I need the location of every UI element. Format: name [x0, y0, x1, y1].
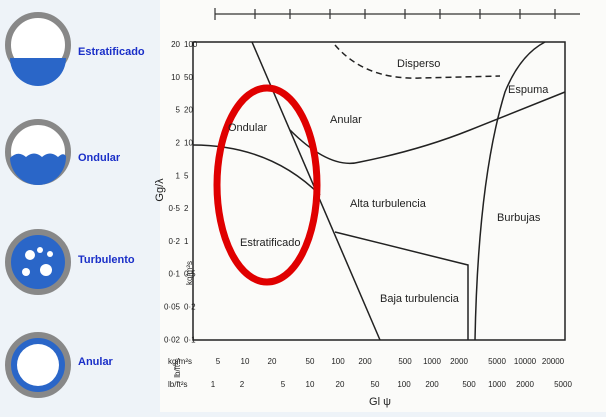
y-tick-label: 5 — [176, 106, 181, 115]
x-tick-label: 20 — [268, 357, 277, 366]
y-tick-label: 2 — [176, 139, 181, 148]
x-tick-label: 1 — [211, 380, 216, 389]
region-label: Burbujas — [497, 212, 541, 224]
region-label: Espuma — [508, 84, 549, 96]
y-tick-label: 0·5 — [168, 204, 180, 213]
x-tick-label: 20 — [336, 380, 345, 389]
region-label: Alta turbulencia — [350, 198, 427, 210]
y-tick-label: 0·1 — [184, 335, 196, 344]
figure: Estratificado Ondular Turbulento Anular Disp… — [0, 0, 606, 412]
x-tick-label: 10000 — [514, 357, 537, 366]
x-tick-label: 20000 — [542, 357, 565, 366]
y-unit: kg/m²s — [185, 261, 194, 285]
y-tick-label: 0·05 — [164, 303, 181, 312]
y-tick-label: 5 — [184, 171, 189, 180]
x-tick-label: 100 — [331, 357, 345, 366]
page: {"icons": [ {"label": "Estratificado"}, … — [0, 0, 606, 412]
region-label: Anular — [330, 114, 362, 126]
x-axis-label: Gl ψ — [369, 396, 391, 408]
icon-label: Estratificado — [78, 46, 145, 58]
y-tick-label: 10 — [184, 139, 193, 148]
x-tick-label: 5000 — [488, 357, 506, 366]
icon-label: Turbulento — [78, 254, 135, 266]
y-axis-label: Gg/λ — [154, 178, 166, 202]
y-tick-label: 0·1 — [168, 270, 180, 279]
y-tick-label: 0·02 — [164, 335, 181, 344]
region-label: Ondular — [228, 122, 267, 134]
region-label: Disperso — [397, 58, 440, 70]
x-tick-label: 2000 — [450, 357, 468, 366]
x-tick-label: 5 — [281, 380, 286, 389]
x-tick-label: 1000 — [488, 380, 506, 389]
x-tick-label: 200 — [425, 380, 439, 389]
x-tick-label: 50 — [306, 357, 315, 366]
y-tick-label: 20 — [171, 40, 180, 49]
y-tick-label: 1 — [176, 171, 181, 180]
x-tick-label: 500 — [462, 380, 476, 389]
x-tick-label: 5000 — [554, 380, 572, 389]
icon-label: Ondular — [78, 152, 121, 164]
x-tick-label: 10 — [306, 380, 315, 389]
x-tick-label: 10 — [241, 357, 250, 366]
icon-label: Anular — [78, 356, 114, 368]
x-tick-label: 50 — [371, 380, 380, 389]
x-tick-label: 100 — [397, 380, 411, 389]
y-tick-label: 20 — [184, 106, 193, 115]
y-tick-label: 50 — [184, 73, 193, 82]
region-label: Estratificado — [240, 237, 301, 249]
y-tick-label: 10 — [171, 73, 180, 82]
y-tick-label: 0·2 — [184, 303, 196, 312]
y-tick-label: 2 — [184, 204, 189, 213]
y-tick-label: 100 — [184, 40, 198, 49]
region-label: Baja turbulencia — [380, 293, 460, 305]
x-tick-label: 5 — [216, 357, 221, 366]
x-tick-label: 200 — [358, 357, 372, 366]
x-tick-label: 2000 — [516, 380, 534, 389]
y-tick-label: 1 — [184, 237, 189, 246]
x-tick-label: 2 — [240, 380, 245, 389]
x-unit: kg/m²s — [168, 357, 192, 366]
x-tick-label: 1000 — [423, 357, 441, 366]
x-tick-label: 500 — [398, 357, 412, 366]
icons — [8, 15, 68, 395]
x-unit: lb/ft²s — [168, 380, 188, 389]
y-tick-label: 0·2 — [168, 237, 180, 246]
